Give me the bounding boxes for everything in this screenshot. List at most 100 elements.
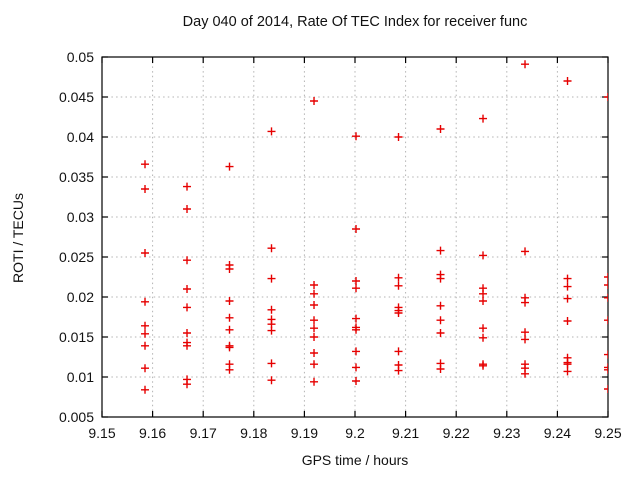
data-point xyxy=(183,380,192,389)
data-point xyxy=(604,316,608,325)
data-point xyxy=(521,328,530,337)
data-point xyxy=(394,281,403,290)
data-point xyxy=(394,273,403,282)
data-point xyxy=(183,256,192,265)
data-point xyxy=(267,326,276,335)
data-point xyxy=(310,377,319,386)
y-tick-label: 0.035 xyxy=(59,169,94,185)
data-point xyxy=(521,298,530,307)
data-point xyxy=(183,303,192,312)
x-tick-label: 9.16 xyxy=(139,425,166,441)
data-point xyxy=(310,289,319,298)
x-tick-label: 9.25 xyxy=(594,425,621,441)
y-tick-label: 0.04 xyxy=(67,129,94,145)
data-point xyxy=(604,365,608,374)
data-point xyxy=(225,343,234,352)
data-point xyxy=(141,321,150,330)
data-point xyxy=(394,366,403,375)
data-point xyxy=(521,60,530,69)
data-point xyxy=(310,301,319,309)
y-tick-label: 0.01 xyxy=(67,369,94,385)
data-point xyxy=(436,274,445,283)
data-point xyxy=(141,364,150,373)
data-point xyxy=(310,333,319,341)
data-point xyxy=(352,225,361,233)
y-tick-label: 0.03 xyxy=(67,209,94,225)
data-point xyxy=(436,246,445,255)
data-point xyxy=(310,97,319,105)
data-point xyxy=(436,301,445,310)
data-point xyxy=(563,367,572,376)
data-point xyxy=(479,361,488,370)
data-point xyxy=(604,385,608,393)
x-tick-label: 9.15 xyxy=(88,425,115,441)
data-point xyxy=(479,289,488,298)
data-point xyxy=(352,277,361,285)
data-point xyxy=(141,341,150,350)
data-point xyxy=(604,350,608,359)
x-tick-label: 9.18 xyxy=(240,425,267,441)
data-point xyxy=(183,329,192,337)
data-point xyxy=(436,329,445,337)
data-point xyxy=(521,335,530,344)
data-point xyxy=(604,293,608,302)
data-point xyxy=(141,297,150,306)
data-point xyxy=(479,324,488,333)
y-axis-label: ROTI / TECUs xyxy=(10,193,26,283)
data-point xyxy=(436,125,445,133)
data-point xyxy=(563,282,572,291)
data-point xyxy=(141,329,150,338)
data-point xyxy=(604,93,608,101)
data-point xyxy=(479,297,488,305)
y-tick-label: 0.05 xyxy=(67,49,94,65)
data-point xyxy=(521,369,530,378)
data-point xyxy=(604,363,608,372)
data-point xyxy=(604,273,608,281)
data-point xyxy=(394,133,403,141)
data-point xyxy=(267,359,276,368)
data-point xyxy=(310,316,319,325)
data-point xyxy=(183,285,192,293)
data-point xyxy=(267,244,276,253)
data-point xyxy=(267,127,276,136)
x-tick-label: 9.2 xyxy=(345,425,365,441)
data-point xyxy=(394,309,403,317)
data-point xyxy=(352,347,361,356)
data-point xyxy=(352,132,361,141)
data-point xyxy=(521,247,530,256)
y-tick-label: 0.015 xyxy=(59,329,94,345)
data-point xyxy=(352,363,361,372)
data-point xyxy=(563,77,572,85)
data-point xyxy=(479,114,488,123)
x-tick-label: 9.17 xyxy=(190,425,217,441)
data-point xyxy=(141,385,150,394)
data-point xyxy=(563,294,572,303)
data-point xyxy=(225,162,234,171)
data-point xyxy=(436,365,445,373)
data-point xyxy=(563,317,572,325)
data-point xyxy=(394,347,403,356)
chart-title: Day 040 of 2014, Rate Of TEC Index for r… xyxy=(182,14,528,30)
data-point xyxy=(352,325,361,334)
x-tick-label: 9.24 xyxy=(544,425,571,441)
x-tick-label: 9.22 xyxy=(443,425,470,441)
data-point xyxy=(352,377,361,385)
data-point xyxy=(479,251,488,260)
data-point xyxy=(310,324,319,333)
x-tick-label: 9.23 xyxy=(493,425,520,441)
data-point xyxy=(352,284,361,293)
data-point xyxy=(141,249,150,257)
data-point xyxy=(141,185,150,193)
data-point xyxy=(225,325,234,334)
data-point xyxy=(604,281,608,289)
data-point xyxy=(267,274,276,283)
y-tick-label: 0.045 xyxy=(59,89,94,105)
data-point xyxy=(436,316,445,325)
data-point xyxy=(352,314,361,323)
data-point xyxy=(225,365,234,374)
data-point xyxy=(563,274,572,283)
y-tick-label: 0.025 xyxy=(59,249,94,265)
data-point xyxy=(225,297,234,305)
